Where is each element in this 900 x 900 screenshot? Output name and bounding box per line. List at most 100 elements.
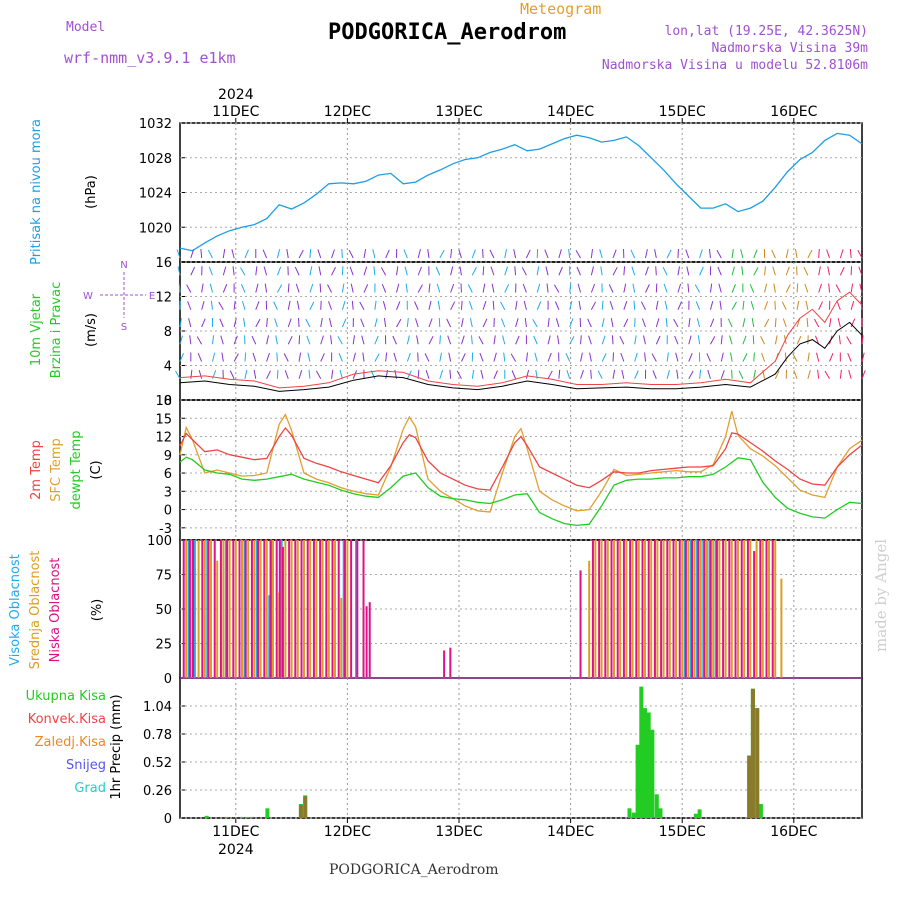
precip-y-tick-label: 0.78 xyxy=(143,728,172,743)
wind-barb xyxy=(590,301,597,310)
bottom-day-tick-label: 14DEC xyxy=(547,824,594,840)
wind-barb xyxy=(818,248,820,259)
wind-barb xyxy=(785,284,791,293)
wind-barb xyxy=(190,266,196,276)
wind-barb xyxy=(468,301,473,310)
wind-barb xyxy=(588,335,592,345)
wind-barb xyxy=(201,300,205,310)
wind-barb xyxy=(262,249,268,259)
cloud-axis-title-low: Niska Oblacnost xyxy=(48,558,63,663)
wind-barb xyxy=(587,318,592,328)
wind-barb xyxy=(264,283,268,293)
wind-barb xyxy=(372,249,376,259)
wind-barb xyxy=(348,249,354,259)
wind-barb xyxy=(709,300,714,310)
wind-barb xyxy=(266,335,269,345)
wind-barb xyxy=(709,283,713,293)
wind-barb xyxy=(685,249,690,259)
wind-barb xyxy=(609,301,614,310)
wind-barb xyxy=(623,318,629,328)
wind-barb xyxy=(320,353,325,362)
wind-barb xyxy=(425,370,430,379)
wind-barb xyxy=(634,352,638,362)
wind-barb xyxy=(796,335,802,345)
precip-total-bar xyxy=(643,708,647,818)
wind-barb xyxy=(287,335,293,345)
wind-barb xyxy=(774,317,777,328)
pressure-y-tick-label: 1028 xyxy=(139,152,172,167)
top-day-tick-label: 11DEC xyxy=(212,104,259,120)
wind-barb xyxy=(533,335,538,345)
wind-barb xyxy=(815,335,820,345)
wind-barb xyxy=(276,249,281,259)
wind-barb xyxy=(850,300,855,310)
wind-barb xyxy=(263,266,268,276)
bottom-day-tick-label: 11DEC xyxy=(212,824,259,840)
wind-barb xyxy=(307,352,311,362)
wind-barb xyxy=(600,266,603,276)
wind-barb xyxy=(329,318,333,328)
pressure-y-tick-label: 1024 xyxy=(139,187,172,202)
wind-barb xyxy=(276,266,282,276)
wind-barb xyxy=(502,335,506,345)
wind-barb xyxy=(482,248,484,259)
model-label: Model xyxy=(66,20,106,35)
wind-barb xyxy=(764,266,766,276)
wind-barb xyxy=(580,335,582,345)
wind-axis-unit: (m/s) xyxy=(84,313,99,347)
wind-barb xyxy=(200,248,203,259)
wind-barb xyxy=(742,353,748,362)
station-elevation: Nadmorska Visina 39m xyxy=(711,41,868,56)
wind-barb xyxy=(298,317,300,328)
wind-barb xyxy=(835,284,841,293)
wind-barb xyxy=(846,336,852,345)
wind-barb xyxy=(601,353,607,362)
wind-barb xyxy=(688,353,693,362)
precip-axis-title: 1hr Precip (mm) xyxy=(109,694,124,799)
wind-barb xyxy=(858,266,863,276)
wind-barb xyxy=(331,266,336,276)
wind-barb xyxy=(341,300,346,310)
wind-barb xyxy=(385,352,388,362)
precip-y-tick-label: 0.52 xyxy=(143,756,172,771)
wind-barb xyxy=(286,249,289,259)
wind-barb xyxy=(380,267,387,276)
wind-barb xyxy=(396,266,399,276)
wind-barb xyxy=(287,300,291,310)
temperature-y-tick-label: 9 xyxy=(164,449,172,464)
cloud-y-tick-label: 100 xyxy=(147,534,172,549)
wind-barb xyxy=(198,369,203,379)
wind-barb xyxy=(773,283,776,293)
wind-barb xyxy=(385,249,390,259)
wind-barb xyxy=(501,318,506,328)
wind-barb xyxy=(861,335,864,345)
wind-barb xyxy=(738,370,744,379)
wind-barb xyxy=(827,266,831,276)
wind-barb xyxy=(630,249,636,259)
wind-barb xyxy=(807,369,811,379)
top-day-tick-label: 14DEC xyxy=(547,104,594,120)
wind-barb xyxy=(482,318,488,328)
wind-barb xyxy=(482,283,486,293)
wind-barb xyxy=(525,249,531,259)
wind-barb xyxy=(341,248,343,259)
top-year-label: 2024 xyxy=(218,87,254,103)
wind-barb xyxy=(694,284,701,293)
wind-barb xyxy=(361,335,365,345)
wind-barb xyxy=(612,267,618,276)
wind-barb xyxy=(717,266,722,276)
wind-barb xyxy=(850,283,854,293)
wind-barb xyxy=(806,317,809,328)
wind-barb xyxy=(664,300,668,310)
wind-barb xyxy=(428,300,432,310)
pressure-line xyxy=(179,132,863,252)
wind-barb xyxy=(782,318,787,328)
pressure-y-tick-label: 1020 xyxy=(139,221,172,236)
wind-barb xyxy=(525,369,530,379)
wind-barb xyxy=(805,300,809,310)
wind-barb xyxy=(633,300,636,310)
wind-barb xyxy=(640,301,646,310)
wind-barb xyxy=(403,249,408,259)
wind-barb xyxy=(341,266,344,276)
wind-barb xyxy=(439,335,441,345)
